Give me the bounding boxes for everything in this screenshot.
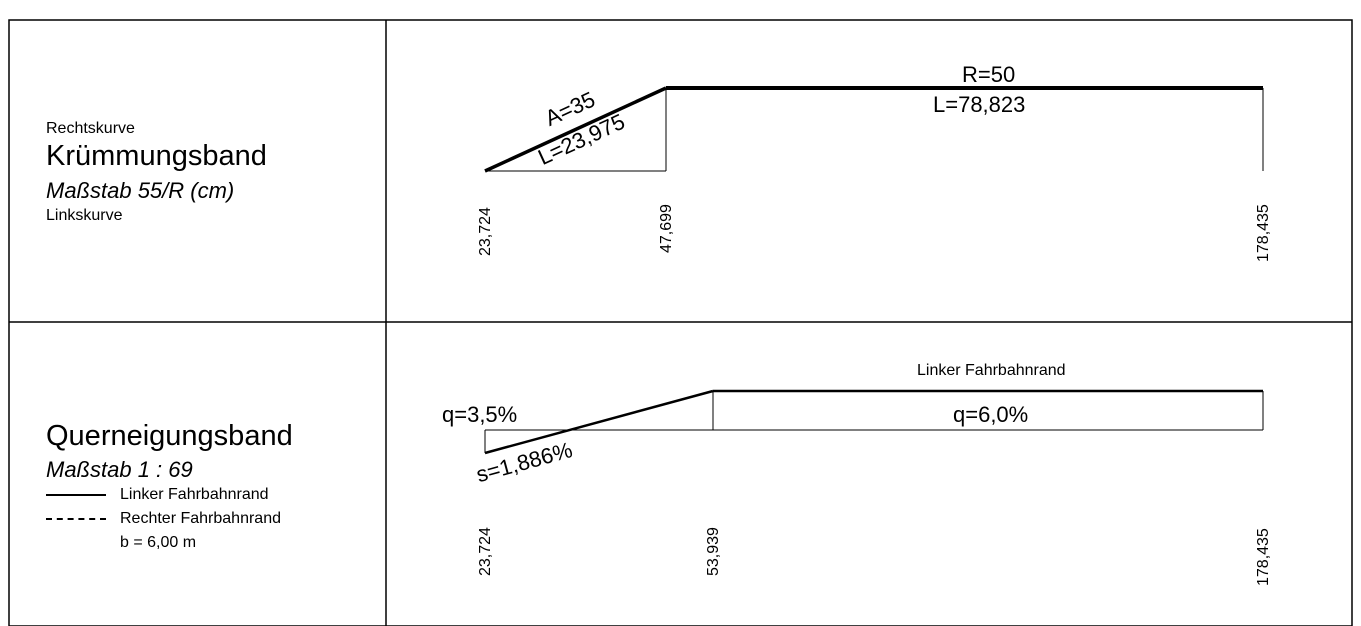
q-start-label: q=3,5% (442, 402, 518, 427)
legend-right-edge: Rechter Fahrbahnrand (120, 510, 281, 527)
clothoid-line (484, 86, 667, 173)
superelevation-band-scale: Maßstab 1 : 69 (46, 457, 193, 482)
q-end-label: q=6,0% (953, 402, 1029, 427)
legend-solid-line (46, 494, 106, 496)
left-curve-label: Linkskurve (46, 207, 123, 224)
curvature-band-title: Krümmungsband (46, 140, 267, 172)
station-label: 23,724 (477, 527, 494, 576)
legend-dashed-line (46, 518, 106, 520)
left-edge-label: Linker Fahrbahnrand (917, 362, 1066, 379)
station-label: 53,939 (705, 527, 722, 576)
station-label: 178,435 (1255, 204, 1272, 262)
superelevation-ramp (484, 389, 714, 455)
radius-label: R=50 (962, 62, 1016, 87)
superelevation-band-title: Querneigungsband (46, 420, 293, 452)
outer-frame (8, 19, 1353, 626)
legend-left-edge: Linker Fahrbahnrand (120, 486, 269, 503)
arc-length-label: L=78,823 (933, 92, 1026, 117)
legend-width: b = 6,00 m (120, 534, 197, 551)
station-label: 47,699 (658, 204, 675, 253)
curvature-band-scale: Maßstab 55/R (cm) (46, 178, 235, 203)
station-label: 23,724 (477, 207, 494, 256)
right-curve-label: Rechtskurve (46, 120, 135, 137)
station-label: 178,435 (1255, 528, 1272, 586)
